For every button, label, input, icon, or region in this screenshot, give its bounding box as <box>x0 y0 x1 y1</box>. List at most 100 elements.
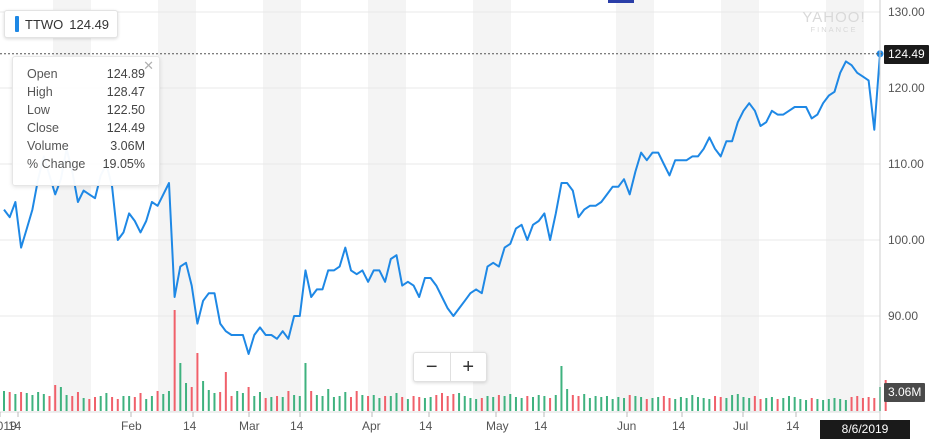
volume-bar <box>628 395 631 411</box>
volume-bar <box>509 394 512 411</box>
volume-bar <box>99 396 102 411</box>
volume-bar <box>566 389 569 411</box>
volume-bar <box>65 395 68 411</box>
close-icon[interactable]: ✕ <box>143 58 154 73</box>
volume-bar <box>173 310 176 411</box>
zoom-controls: − + <box>413 352 487 382</box>
volume-bar <box>253 396 256 411</box>
volume-bar <box>213 393 216 411</box>
ticker-symbol: TTWO <box>25 16 64 32</box>
tooltip-row-high: High 128.47 <box>27 85 145 99</box>
x-tick-label: Mar <box>239 419 260 433</box>
x-tick-label: 14 <box>183 419 197 433</box>
volume-bar <box>736 394 739 411</box>
volume-bar <box>332 397 335 411</box>
series-color-swatch <box>15 16 19 32</box>
volume-bar <box>150 396 153 411</box>
volume-bar <box>520 398 523 411</box>
volume-bar <box>287 391 290 411</box>
volume-bar <box>412 396 415 411</box>
volume-bar <box>486 396 489 411</box>
volume-bar <box>298 396 301 411</box>
volume-bar <box>793 397 796 411</box>
volume-bar <box>617 397 620 411</box>
volume-bar <box>708 399 711 411</box>
volume-bar <box>702 398 705 411</box>
volume-bar <box>640 397 643 411</box>
volume-bar <box>338 396 341 411</box>
volume-bar <box>327 389 330 411</box>
zoom-out-button[interactable]: − <box>425 355 438 378</box>
tooltip-row-change: % Change 19.05% <box>27 157 145 171</box>
y-tick-label: 130.00 <box>888 5 925 19</box>
week-band <box>263 0 301 412</box>
volume-bar <box>600 397 603 411</box>
volume-bar <box>76 392 79 411</box>
ticker-legend[interactable]: TTWO 124.49 <box>4 10 119 38</box>
volume-bar <box>867 397 870 411</box>
volume-bar <box>731 395 734 411</box>
volume-bar <box>833 398 836 411</box>
volume-bar <box>116 399 119 411</box>
x-tick-label: 2019 <box>0 419 17 433</box>
volume-bar <box>543 396 546 411</box>
volume-bar <box>167 391 170 411</box>
x-axis: 201914Feb14Mar14Apr14May14Jun14Jul14 <box>0 412 800 433</box>
volume-bar <box>133 397 136 411</box>
volume-bar <box>310 391 313 411</box>
volume-bar <box>378 398 381 411</box>
volume-bar <box>31 395 34 411</box>
volume-bar <box>662 396 665 411</box>
x-tick-label: May <box>486 419 509 433</box>
zoom-in-button[interactable]: + <box>449 353 487 381</box>
volume-bar <box>8 392 11 411</box>
week-band <box>721 0 759 412</box>
volume-bar <box>418 397 421 411</box>
volume-bar <box>873 398 876 411</box>
volume-bar <box>111 397 114 411</box>
volume-bar <box>230 396 233 411</box>
volume-bar <box>361 395 364 411</box>
volume-bar <box>554 395 557 411</box>
volume-bar <box>179 363 182 411</box>
x-tick-label: 14 <box>672 419 686 433</box>
volume-bar <box>475 399 478 411</box>
volume-bar <box>623 398 626 411</box>
ticker-price: 124.49 <box>69 16 110 32</box>
tooltip-row-open: Open 124.89 <box>27 67 145 81</box>
volume-bar <box>537 395 540 411</box>
volume-bar <box>776 399 779 411</box>
week-band <box>616 0 654 412</box>
last-price-tag: 124.49 <box>884 45 929 64</box>
y-tick-label: 90.00 <box>888 309 918 323</box>
tooltip-row-volume: Volume 3.06M <box>27 139 145 153</box>
volume-bar <box>82 398 85 411</box>
ohlc-tooltip: ✕ Open 124.89 High 128.47 Low 122.50 Close 1… <box>12 56 160 186</box>
x-tick-label: Jul <box>733 419 748 433</box>
volume-bar <box>270 397 273 411</box>
volume-bar <box>196 353 199 411</box>
volume-bar <box>492 397 495 411</box>
volume-bar <box>247 387 250 411</box>
volume-bar <box>42 394 45 411</box>
volume-bar <box>549 398 552 411</box>
volume-bar <box>321 396 324 411</box>
volume-bar <box>714 396 717 411</box>
price-line <box>3 53 881 355</box>
week-band <box>158 0 196 412</box>
volume-bar <box>54 385 57 411</box>
week-band <box>826 0 864 412</box>
volume-bar <box>48 396 51 411</box>
volume-bar <box>37 392 40 411</box>
volume-bars <box>3 310 887 411</box>
volume-bar <box>605 396 608 411</box>
volume-bar <box>514 397 517 411</box>
volume-bar <box>258 392 261 411</box>
y-tick-label: 110.00 <box>888 157 924 171</box>
volume-bar <box>577 396 580 411</box>
volume-bar <box>480 398 483 411</box>
volume-bar <box>88 399 91 411</box>
x-tick-label: 14 <box>8 419 22 433</box>
volume-bar <box>668 398 671 411</box>
volume-bar <box>742 397 745 411</box>
